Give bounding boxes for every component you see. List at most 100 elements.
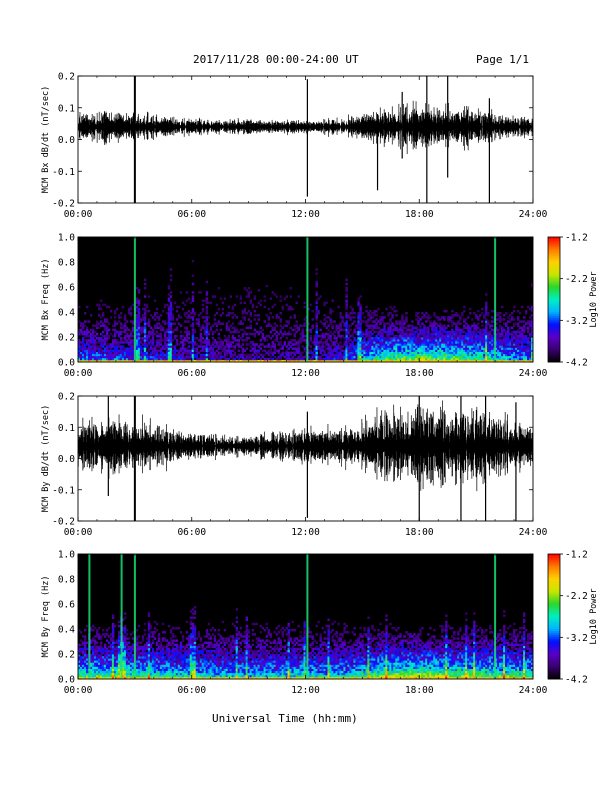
spectrogram-cell xyxy=(337,353,340,357)
spectrogram-cell xyxy=(213,295,217,298)
spectrogram-cell xyxy=(531,305,534,309)
spectrogram-cell xyxy=(115,339,119,342)
spectrogram-cell xyxy=(175,305,179,309)
spectrogram-cell xyxy=(365,343,368,346)
spectrogram-cell xyxy=(241,357,245,361)
spectrogram-cell xyxy=(315,309,318,313)
spectrogram-cell xyxy=(109,637,113,640)
spectrogram-cell xyxy=(169,278,173,282)
spectrogram-cell xyxy=(87,347,91,350)
spectrogram-cell xyxy=(433,343,436,346)
spectrogram-cell xyxy=(489,347,492,350)
spectrogram-cell xyxy=(343,353,346,357)
spectrogram-cell xyxy=(209,328,213,332)
spectrogram-cell xyxy=(431,339,434,342)
spectrogram-cell xyxy=(369,316,372,319)
spectrogram-cell xyxy=(137,670,141,674)
spectrogram-cell xyxy=(369,324,372,327)
spectrogram-cell xyxy=(129,305,133,309)
spectrogram-cell xyxy=(93,345,97,348)
spectrogram-cell xyxy=(78,672,81,676)
spectrogram-cell xyxy=(371,324,374,327)
spectrogram-cell xyxy=(127,672,131,676)
spectrogram-cell xyxy=(335,326,338,330)
spectrogram-cell xyxy=(297,349,300,352)
spectrogram-cell xyxy=(93,639,97,642)
spectrogram-cell xyxy=(505,345,508,348)
spectrogram-cell xyxy=(111,345,115,348)
spectrogram-cell xyxy=(279,328,282,332)
spectrogram-cell xyxy=(235,328,239,332)
spectrogram-cell xyxy=(391,349,394,352)
spectrogram-cell xyxy=(129,670,133,674)
spectrogram-cell xyxy=(399,343,402,346)
spectrogram-cell xyxy=(317,312,320,315)
spectrogram-cell xyxy=(385,307,388,311)
spectrogram-cell xyxy=(137,672,141,676)
spectrogram-cell xyxy=(369,349,372,352)
spectrogram-cell xyxy=(185,320,189,323)
spectrogram-cell xyxy=(325,301,328,305)
spectrogram-cell xyxy=(357,343,360,346)
spectrogram-cell xyxy=(315,272,318,275)
spectrogram-cell xyxy=(521,330,524,334)
spectrogram-cell xyxy=(115,347,119,350)
spectrogram-cell xyxy=(189,355,193,359)
spectrogram-cell xyxy=(107,649,111,653)
spectrogram-cell xyxy=(397,347,400,350)
spectrogram-cell xyxy=(141,337,145,340)
spectrogram-cell xyxy=(83,662,87,665)
spectrogram-cell xyxy=(195,349,199,352)
spectrogram-cell xyxy=(165,303,169,307)
spectrogram-cell xyxy=(123,672,127,676)
spectrogram-cell xyxy=(269,330,272,334)
spectrogram-cell xyxy=(155,349,159,352)
spectrogram-cell xyxy=(309,345,312,348)
spectrogram-cell xyxy=(165,330,169,334)
spectrogram-cell xyxy=(135,660,139,663)
spectrogram-cell xyxy=(371,337,374,340)
spectrogram-cell xyxy=(233,351,237,355)
spectrogram-cell xyxy=(363,355,366,359)
spectrogram-cell xyxy=(355,351,358,355)
spectrogram-cell xyxy=(111,339,115,342)
spectrogram-cell xyxy=(411,355,414,359)
spectrogram-cell xyxy=(465,332,468,336)
spectrogram-cell xyxy=(447,318,450,321)
spectrogram-cell xyxy=(283,341,286,344)
spectrogram-cell xyxy=(485,320,488,323)
spectrogram-cell xyxy=(147,341,151,344)
spectrogram-cell xyxy=(333,345,336,348)
spectrogram-cell xyxy=(359,359,362,363)
spectrogram-cell xyxy=(125,349,129,352)
spectrogram-cell xyxy=(107,357,111,361)
spectrogram-cell xyxy=(171,314,175,317)
spectrogram-cell xyxy=(487,343,490,346)
spectrogram-cell xyxy=(449,355,452,359)
spectrogram-cell xyxy=(115,639,119,642)
spectrogram-cell xyxy=(111,649,115,653)
spectrogram-cell xyxy=(355,349,358,352)
spectrogram-cell xyxy=(441,355,444,359)
spectrogram-cell xyxy=(303,324,306,327)
spectrogram-cell xyxy=(219,314,223,317)
spectrogram-cell xyxy=(157,343,161,346)
spectrogram-cell xyxy=(85,341,89,344)
spectrogram-cell xyxy=(80,353,83,357)
spectrogram-cell xyxy=(93,330,97,334)
spectrogram-cell xyxy=(381,355,384,359)
spectrogram-cell xyxy=(479,359,482,363)
spectrogram-cell xyxy=(423,355,426,359)
spectrogram-cell xyxy=(109,639,113,642)
spectrogram-cell xyxy=(125,341,129,344)
spectrogram-cell xyxy=(113,670,117,674)
spectrogram-cell xyxy=(89,676,93,680)
spectrogram-cell xyxy=(497,318,500,321)
spectrogram-cell xyxy=(389,359,392,363)
spectrogram-cell xyxy=(139,654,143,657)
spectrogram-cell xyxy=(209,347,213,350)
spectrogram-cell xyxy=(355,326,358,330)
spectrogram-cell xyxy=(191,332,195,336)
spectrogram-cell xyxy=(499,316,502,319)
spectrogram-cell xyxy=(201,353,205,357)
